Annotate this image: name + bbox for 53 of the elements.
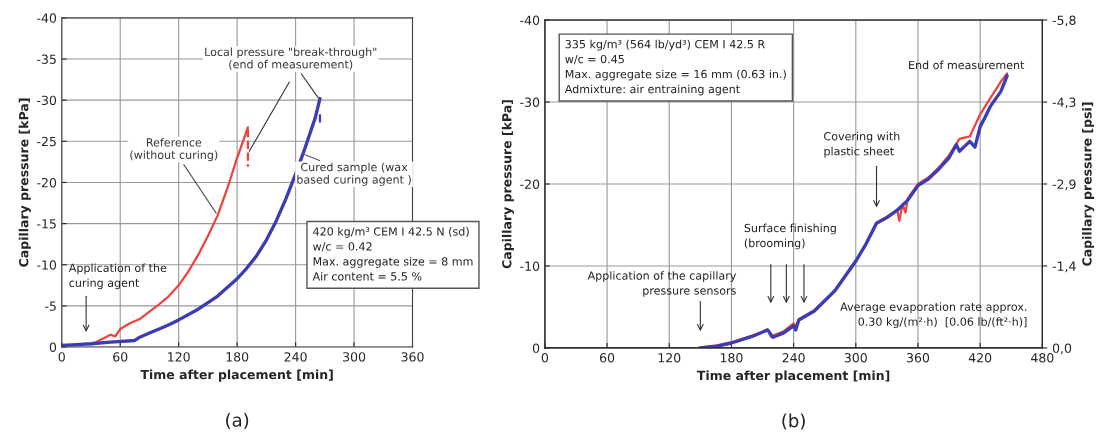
x-tick-label: 60 [113,352,128,362]
y2-axis-title: Capillary pressure [psi] [1082,102,1095,266]
annotation: Application of the curing agent [68,263,167,290]
x-tick-label: 360 [907,353,930,363]
annotation: 420 kg/m³ CEM I 42.5 N (sd) w/c = 0.42 Max. aggregate size = 8 mm Air content = 5.5 % [312,227,473,281]
x-tick-label: 420 [968,353,992,363]
y-tick-label: -30 [37,95,57,106]
x-tick-label: 360 [401,352,424,362]
y2-tick-label: -5,8 [1052,15,1076,27]
y-tick-label: -30 [520,97,540,107]
annotation: Surface finishing (brooming) [744,223,836,250]
x-tick-label: 240 [284,352,307,362]
y-axis-title: Capillary pressure [kPa] [501,100,515,269]
text: (a) [226,412,249,429]
y2-tick-label: -2,9 [1052,179,1076,191]
series-label: Cured sample (wax based curing agent ) [297,162,411,186]
y2-tick-label: -4,3 [1052,97,1076,109]
annotation: Covering with plastic sheet [824,131,900,158]
y-tick-label: -40 [520,15,540,25]
y-tick-label: -35 [37,54,56,64]
y2-tick-label: -1,4 [1052,261,1076,273]
x-tick-label: 300 [844,353,867,363]
text: (b) [782,413,805,430]
y-tick-label: -10 [520,261,540,271]
y-tick-label: -40 [37,13,57,23]
x-axis-title: Time after placement [min] [140,369,333,382]
y2-tick-label: 0,0 [1052,343,1072,355]
y-tick-label: 0 [49,342,57,352]
annotation: Local pressure "break-through" (end of measurement) [205,47,377,70]
y-tick-label: -10 [37,260,57,270]
annotation: Average evaporation rate approx. 0.30 kg/(m²·h) [0.06 lb/(ft²·h)] [840,302,1027,328]
annotation: Application of the capillary pressure sensors [587,271,737,297]
y-tick-label: -20 [37,177,57,188]
x-tick-label: 180 [226,352,249,362]
annotation: End of measurement [909,60,1025,70]
y-tick-label: 0 [532,343,540,353]
x-tick-label: 60 [599,353,615,363]
x-tick-label: 120 [658,353,681,363]
y-tick-label: -20 [520,179,540,189]
y-axis-title: Capillary pressure [kPa] [18,98,31,267]
x-tick-label: 240 [782,353,805,363]
x-tick-label: 480 [1031,353,1054,363]
y-tick-label: -15 [37,219,56,229]
x-tick-label: 180 [720,353,743,363]
y-tick-label: -5 [45,301,56,311]
y-tick-label: -25 [37,136,56,147]
series-label: Reference (without curing) [130,137,218,162]
annotation: 335 kg/m³ (564 lb/yd³) CEM I 42.5 R w/c = 0.45 Max. aggregate size = 16 mm (0.63 in.) Admixture: air entraining agent [564,39,786,96]
x-tick-label: 0 [58,352,65,362]
x-axis-title: Time after placement [min] [696,370,890,383]
x-tick-label: 120 [168,352,190,362]
x-tick-label: 300 [343,352,366,362]
x-tick-label: 0 [541,353,549,363]
